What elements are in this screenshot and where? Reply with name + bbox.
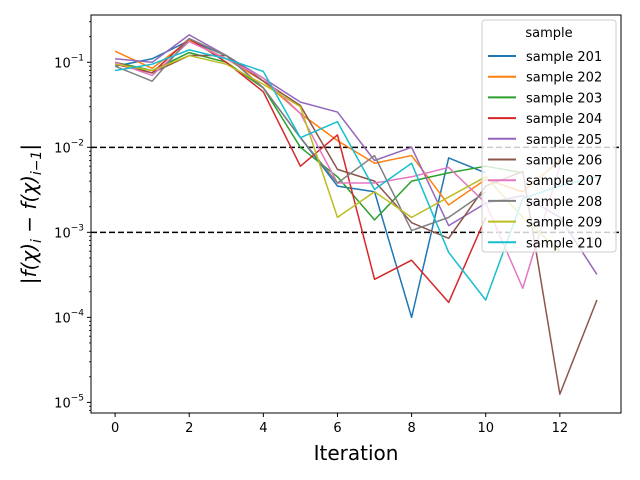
legend-entry-6: sample 206 [526,154,602,169]
legend-entry-5: sample 205 [526,133,602,148]
legend-entry-10: sample 210 [526,236,602,251]
y-tick-label: 10−3 [54,223,84,241]
legend-title: sample [525,26,572,41]
x-tick-label: 2 [185,421,193,436]
x-axis-label: Iteration [314,441,399,465]
x-tick-label: 6 [333,421,341,436]
y-tick-label: 10−4 [54,308,84,326]
x-tick-label: 0 [111,421,119,436]
plot-frame [90,14,622,414]
x-tick-label: 12 [552,421,569,436]
series-line-4 [114,37,487,304]
legend-box [481,19,617,253]
x-tick-label: 4 [259,421,267,436]
y-tick-label: 10−2 [54,138,84,156]
y-tick-label: 10−1 [54,53,84,71]
y-tick-label: 10−5 [54,393,84,411]
legend-entry-4: sample 204 [526,112,602,127]
legend-entry-7: sample 207 [526,174,602,189]
x-tick-label: 8 [407,421,415,436]
legend-entry-3: sample 203 [526,91,602,106]
legend-entry-8: sample 208 [526,195,602,210]
legend-entry-1: sample 201 [526,50,602,65]
legend: sample sample 201 sample 202 sample 203 samp… [481,19,617,253]
y-axis-label: |f(χ)i − f(χ)i−1| [17,144,45,284]
legend-entry-9: sample 209 [526,216,602,231]
svg-text:|f(χ)i − f(χ)i−1|: |f(χ)i − f(χ)i−1| [17,144,45,284]
x-tick-label: 10 [477,421,494,436]
legend-entry-2: sample 202 [526,71,602,86]
